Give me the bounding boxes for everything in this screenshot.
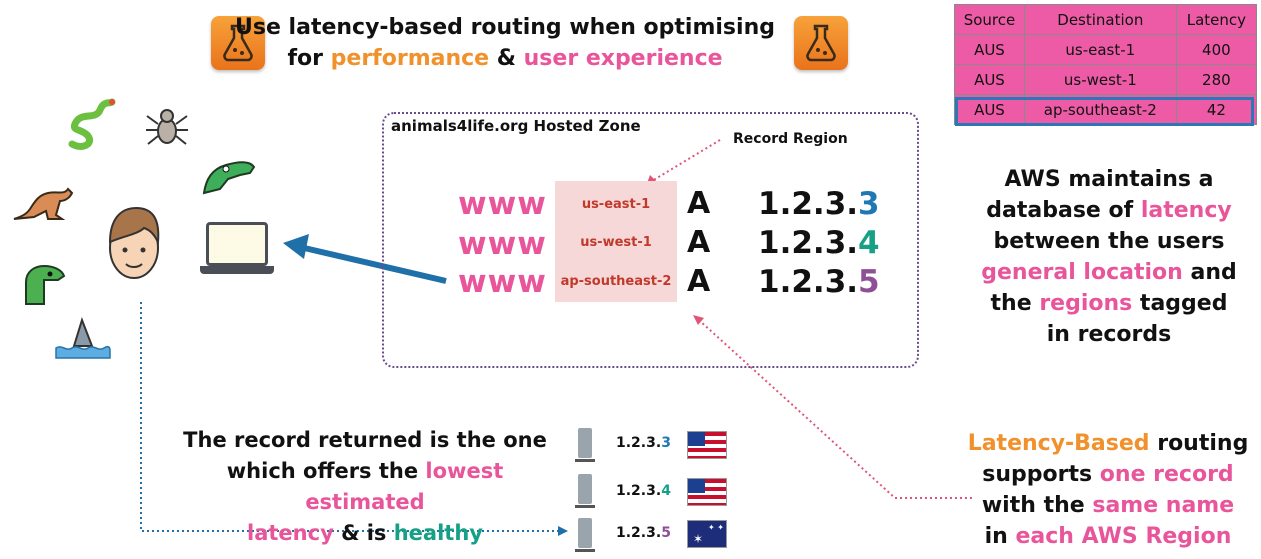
record-name: www	[458, 186, 547, 222]
laptop-icon	[206, 222, 268, 266]
spider-icon	[146, 109, 188, 145]
user-avatar-icon	[108, 206, 160, 279]
record-value: 1.2.3.5	[758, 264, 880, 300]
server-ip: 1.2.3.5	[616, 525, 671, 541]
record-type: A	[687, 186, 711, 221]
hosted-zone-box	[382, 112, 919, 368]
us-flag-icon	[687, 478, 727, 506]
crocodile-icon	[202, 161, 256, 195]
australia-flag-icon	[687, 520, 727, 548]
record-type: A	[687, 264, 711, 299]
table-row: AUS us-west-1 280	[954, 64, 1258, 95]
aws-latency-note: AWS maintains a database of latency betw…	[981, 167, 1237, 347]
flask-icon	[211, 16, 265, 70]
record-region-label: Record Region	[733, 131, 848, 147]
dinosaur-icon	[25, 264, 66, 305]
lowest-latency-highlight	[955, 97, 1254, 126]
flask-icon	[794, 16, 848, 70]
shark-icon	[55, 316, 111, 359]
record-region: ap-southeast-2	[560, 274, 672, 289]
result-note: The record returned is the one which off…	[183, 428, 547, 545]
record-value: 1.2.3.4	[758, 225, 880, 261]
page-subtitle: for performance & user experience	[287, 46, 723, 71]
record-region: us-west-1	[580, 235, 652, 250]
kangaroo-icon	[13, 187, 74, 220]
routing-note: Latency-Based routing supports one recor…	[967, 431, 1249, 549]
server-icon	[575, 518, 595, 552]
record-value: 1.2.3.3	[758, 186, 880, 222]
record-name: www	[458, 226, 547, 262]
region-column-bg	[555, 181, 677, 302]
record-name: www	[458, 264, 547, 300]
laptop-base	[200, 266, 274, 274]
record-region: us-east-1	[581, 197, 651, 212]
page-title: Use latency-based routing when optimisin…	[235, 15, 775, 40]
snake-icon	[68, 98, 116, 150]
hosted-zone-title: animals4life.org Hosted Zone	[391, 117, 641, 135]
server-icon	[575, 474, 595, 508]
server-ip: 1.2.3.4	[616, 483, 671, 499]
table-header-row: Source Destination Latency	[954, 4, 1258, 35]
us-flag-icon	[687, 431, 727, 459]
server-icon	[575, 428, 595, 462]
server-ip: 1.2.3.3	[616, 435, 671, 451]
record-type: A	[687, 225, 711, 260]
